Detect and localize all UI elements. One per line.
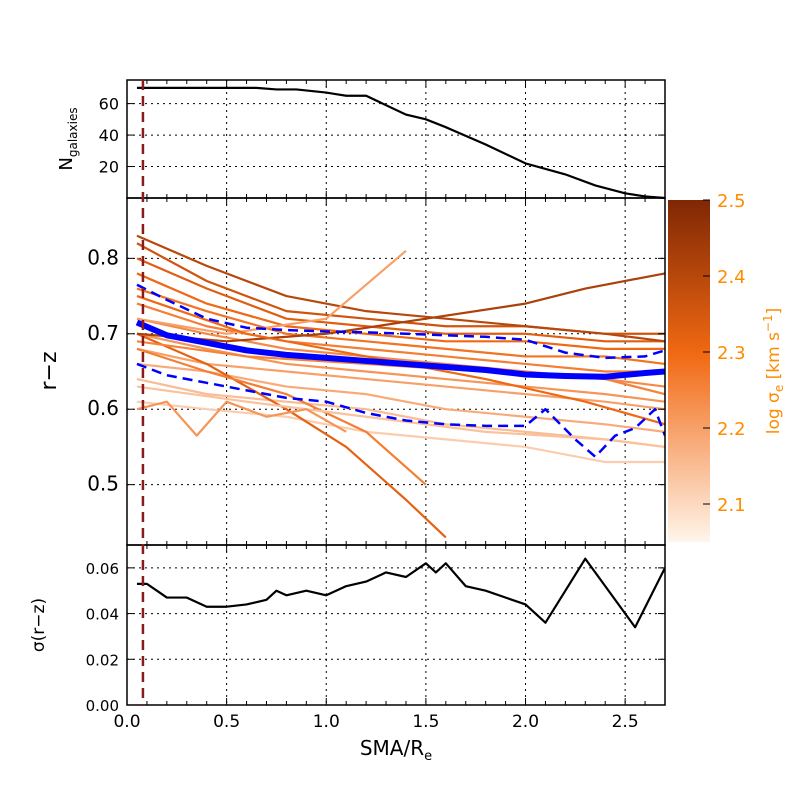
galaxy-profile-line [136, 272, 665, 343]
bottom-ylabel: σ(r−z) [29, 598, 49, 652]
bottom-panel-frame [126, 544, 666, 706]
galaxy-profile-line [136, 257, 665, 343]
galaxy-profile-line [136, 400, 347, 437]
top-count-line [136, 86, 666, 200]
mid-ytick-label: 0.5 [87, 472, 119, 496]
x-tick-label: 2.0 [512, 712, 539, 732]
colorbar-tick-label: 2.3 [717, 343, 746, 364]
galaxy-profile-line [136, 332, 665, 403]
top-ytick-label: 60 [99, 95, 119, 114]
colorbar-tick-label: 2.4 [717, 267, 746, 288]
top-panel: 20 40 60 Ngalaxies [56, 79, 666, 200]
colorbar-tick-label: 2.5 [717, 191, 746, 212]
galaxy-profile-line [136, 400, 665, 464]
bot-ytick-label: 0.06 [86, 560, 119, 578]
x-tick-label: 1.0 [313, 712, 340, 732]
galaxy-profile-line [136, 362, 665, 433]
colorbar-tick-label: 2.1 [717, 495, 746, 516]
mid-ytick-label: 0.8 [87, 245, 119, 269]
galaxy-profile-line [136, 249, 407, 335]
top-ytick-label: 20 [99, 158, 119, 177]
bot-ytick-label: 0.00 [86, 697, 119, 715]
colorbar-label: log σe [km s−1] [761, 308, 786, 435]
middle-ylabel: r−z [37, 351, 62, 390]
galaxy-profile-line [136, 302, 665, 373]
x-axis-label: SMA/Re [360, 736, 432, 764]
galaxy-profile-line [136, 340, 665, 396]
colorbar-tick-label: 2.2 [717, 419, 746, 440]
median-series-line [135, 319, 665, 380]
middle-panel: 0.5 0.6 0.7 0.8 r−z [37, 197, 666, 546]
mid-ytick-label: 0.7 [87, 321, 119, 345]
colorbar: 2.1 2.2 2.3 2.4 2.5 log σe [km s−1] [668, 191, 786, 542]
galaxy-profile-line [136, 272, 665, 350]
galaxy-profile-line [136, 385, 665, 449]
x-tick-label: 0.0 [113, 712, 140, 732]
galaxy-profile-line [136, 347, 427, 486]
galaxy-profile-line [136, 347, 665, 411]
x-tick-label: 2.5 [612, 712, 639, 732]
galaxy-profile-line [136, 332, 447, 539]
sigma-line [136, 557, 665, 629]
mid-ytick-label: 0.6 [87, 396, 119, 420]
top-ytick-label: 40 [99, 126, 119, 145]
x-tick-label: 1.5 [412, 712, 439, 732]
galaxy-profile-line [136, 234, 665, 343]
x-tick-label: 0.5 [213, 712, 240, 732]
upper-series-line [136, 283, 665, 360]
bot-ytick-label: 0.02 [86, 651, 119, 669]
bottom-panel: 0.00 0.02 0.04 0.06 0.0 0.5 1.0 1.5 2.0 2.5 σ(r−z… [29, 544, 666, 764]
top-ylabel: Ngalaxies [56, 107, 80, 170]
colorbar-gradient [668, 200, 710, 542]
bot-ytick-label: 0.04 [86, 606, 119, 624]
